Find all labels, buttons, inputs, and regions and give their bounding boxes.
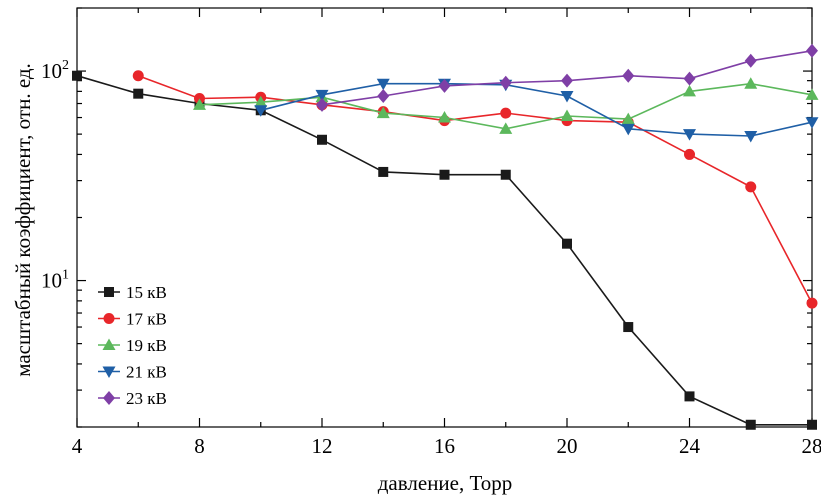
data-point	[744, 53, 757, 68]
data-point	[621, 123, 635, 136]
data-point	[622, 68, 635, 83]
data-point	[376, 78, 390, 91]
legend-marker	[103, 391, 115, 405]
data-point	[72, 70, 82, 81]
data-point	[133, 88, 144, 99]
legend-marker	[102, 366, 116, 378]
series-4	[316, 43, 818, 112]
data-point	[315, 89, 329, 102]
series-3	[254, 78, 819, 143]
series-line	[260, 82, 813, 137]
x-tick-label: 20	[557, 434, 578, 458]
x-tick-label: 24	[679, 434, 701, 458]
data-point	[439, 169, 450, 180]
data-point	[438, 111, 451, 123]
data-point	[805, 88, 819, 100]
data-point	[499, 75, 512, 90]
data-point	[560, 91, 574, 103]
data-point	[683, 71, 696, 86]
legend-label: 19 кВ	[126, 336, 167, 355]
data-point	[254, 105, 268, 117]
legend-item: 21 кВ	[98, 363, 167, 382]
legend-marker	[102, 338, 116, 350]
series-layer	[72, 43, 819, 430]
axes: 4 8 12 16 20 24 28 101 102	[41, 7, 821, 458]
data-point	[683, 84, 696, 97]
x-axis-title: давление, Торр	[378, 471, 513, 495]
series-2	[193, 77, 819, 134]
x-tick-label: 12	[312, 434, 333, 458]
y-tick-label: 102	[41, 58, 69, 83]
x-tick-label: 16	[434, 434, 455, 458]
data-point	[684, 148, 695, 160]
legend-label: 15 кВ	[126, 283, 167, 302]
data-point	[499, 122, 513, 134]
data-point	[745, 181, 757, 193]
data-point	[438, 78, 451, 93]
data-point	[377, 89, 390, 104]
data-point	[807, 419, 817, 430]
data-point	[132, 70, 144, 82]
data-point	[683, 129, 696, 141]
data-point	[317, 134, 327, 145]
x-tick-label: 8	[194, 434, 205, 458]
series-line	[76, 74, 812, 426]
data-point	[744, 77, 758, 89]
data-point	[684, 391, 695, 402]
data-point	[376, 106, 390, 119]
legend-item: 23 кВ	[98, 389, 167, 408]
data-point	[623, 322, 634, 333]
data-point	[806, 43, 818, 58]
data-point	[744, 130, 758, 143]
x-tick-label: 28	[802, 434, 821, 458]
data-point	[500, 169, 511, 180]
data-point	[378, 166, 389, 177]
legend-item: 19 кВ	[98, 336, 167, 355]
plot-frame	[76, 7, 813, 428]
data-point	[193, 98, 206, 110]
data-point	[560, 109, 574, 122]
legend-label: 23 кВ	[126, 389, 167, 408]
data-point	[316, 97, 328, 112]
legend-marker	[104, 287, 114, 297]
legend-label: 17 кВ	[126, 310, 167, 329]
data-point	[805, 117, 819, 129]
legend-marker	[103, 313, 115, 324]
data-point	[562, 238, 572, 249]
legend-item: 17 кВ	[98, 310, 167, 329]
y-axis-title: масштабный коэффициент, отн. ед.	[11, 63, 35, 377]
data-point	[561, 73, 573, 88]
x-tick-label: 4	[72, 434, 83, 458]
data-point	[621, 112, 635, 125]
data-point	[254, 95, 268, 108]
data-point	[806, 297, 818, 309]
legend-label: 21 кВ	[126, 363, 167, 382]
data-point	[745, 419, 756, 430]
series-1	[132, 70, 818, 309]
legend-item: 15 кВ	[98, 283, 167, 302]
data-point	[500, 107, 512, 119]
series-line	[138, 74, 813, 304]
legend: 15 кВ 17 кВ 19 кВ 21 кВ 23 кВ	[98, 283, 167, 408]
y-tick-label: 101	[41, 268, 69, 293]
